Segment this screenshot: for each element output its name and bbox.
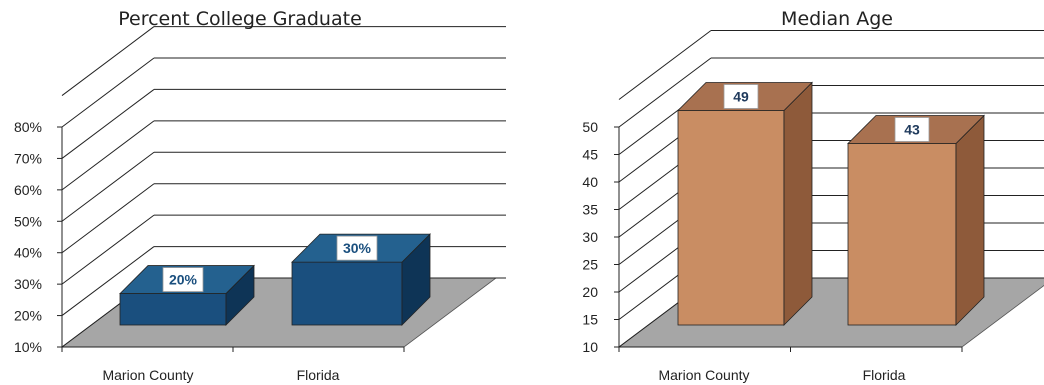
y-tick-label: 60%: [14, 182, 42, 198]
chart-median-age: 10 15 20 25 30 35 40 45 50 49 Marion County 43 Flori…: [582, 30, 1044, 383]
x-category-label: Florida: [297, 367, 340, 383]
gridline-side: [618, 57, 712, 128]
y-tick-label: 50: [582, 119, 598, 135]
y-tick-label: 80%: [14, 119, 42, 135]
y-tick-label: 40: [582, 174, 598, 190]
gridline-side: [61, 120, 155, 191]
bar-marion-county: [677, 81, 813, 326]
gridline-side: [61, 57, 155, 128]
bar-marion-county: [119, 264, 255, 326]
bar-florida: [847, 114, 985, 326]
chart-panel-median-age: Median Age 10 15 20 25 30 35 40 45 50 49 Marion Co…: [522, 0, 1044, 385]
chart-title: Median Age: [781, 8, 893, 30]
data-label: 30%: [343, 240, 372, 256]
data-label: 43: [904, 122, 920, 138]
bar-front: [677, 110, 785, 326]
y-tick-label: 40%: [14, 245, 42, 261]
data-label-box: [162, 267, 204, 292]
gridline-side: [61, 26, 155, 96]
data-label-box: [894, 117, 930, 142]
gridline-side: [61, 214, 155, 285]
y-tick-label: 50%: [14, 213, 42, 229]
y-tick-label: 10%: [14, 339, 42, 355]
chart-title: Percent College Graduate: [118, 8, 362, 30]
bar-front: [291, 261, 403, 326]
gridline-side: [61, 246, 155, 316]
chart-college-graduate: 10% 20% 30% 40% 50% 60% 70% 80% 20% Marion County…: [14, 26, 506, 383]
y-tick-label: 70%: [14, 150, 42, 166]
gridline-side: [618, 30, 712, 100]
gridline-side: [61, 151, 155, 222]
x-category-label: Florida: [863, 367, 906, 383]
chart-panel-college-graduate: Percent College Graduate 10% 20% 30% 40% 50%…: [14, 8, 506, 383]
y-tick-label: 10: [582, 339, 598, 355]
gridline-side: [61, 89, 155, 159]
y-tick-label: 25: [582, 257, 598, 273]
y-tick-label: 15: [582, 312, 598, 328]
x-category-label: Marion County: [102, 367, 193, 383]
data-label: 49: [733, 89, 749, 105]
data-label-box: [723, 84, 759, 109]
bar-front: [847, 143, 957, 326]
gridline-side: [61, 183, 155, 254]
y-tick-label: 45: [582, 147, 598, 163]
data-label: 20%: [169, 272, 198, 288]
y-tick-label: 35: [582, 202, 598, 218]
y-tick-label: 30%: [14, 276, 42, 292]
bar-front: [119, 293, 227, 326]
bar-florida: [291, 233, 431, 326]
y-tick-label: 20%: [14, 308, 42, 324]
x-category-label: Marion County: [658, 367, 749, 383]
y-tick-label: 30: [582, 229, 598, 245]
bar-side: [783, 81, 813, 326]
bar-side: [955, 114, 985, 326]
y-tick-label: 20: [582, 284, 598, 300]
data-label-box: [336, 235, 378, 261]
